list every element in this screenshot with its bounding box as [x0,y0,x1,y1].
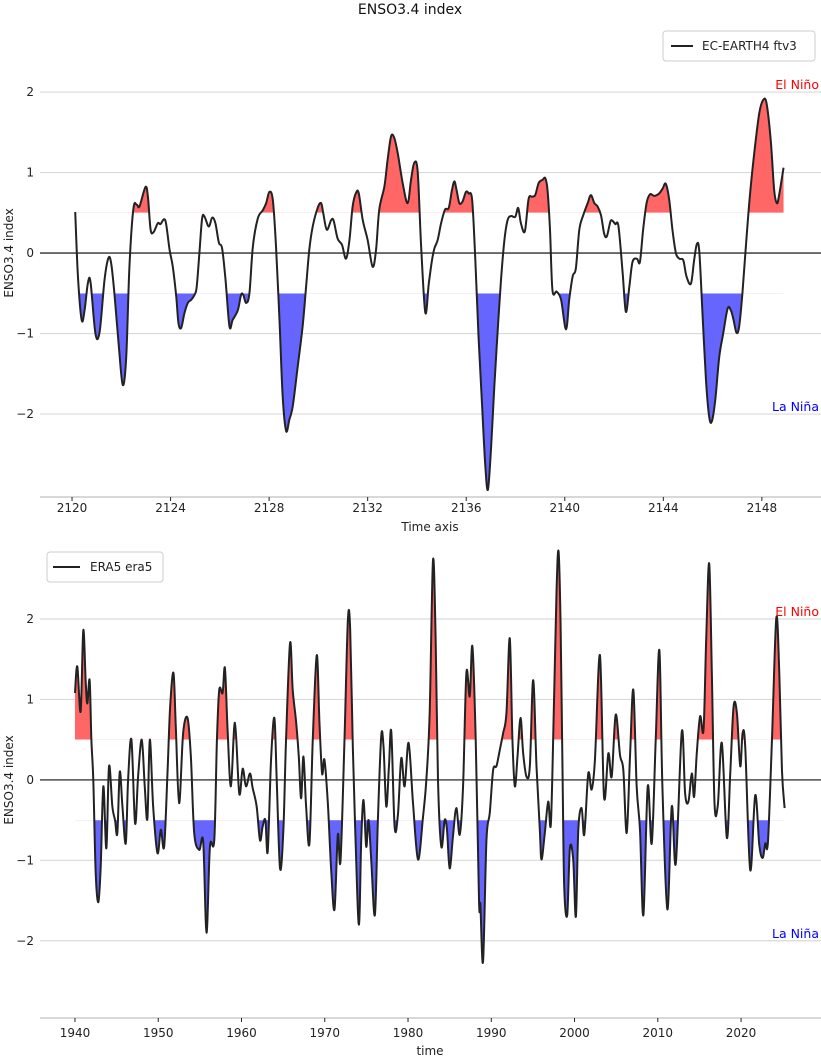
la-nina-label: La Niña [772,926,819,941]
plot-background [40,22,821,497]
plot-background [40,545,821,1018]
x-tick-label: 2000 [559,1026,590,1040]
legend-box [662,30,816,62]
series-line [73,549,786,964]
x-tick-label: 2148 [747,501,778,515]
x-tick-label: 1990 [476,1026,507,1040]
y-axis-label: ENSO3.4 index [2,208,16,297]
y-tick-label: −1 [16,853,34,867]
y-tick-label: 0 [26,773,34,787]
y-tick-label: −2 [16,407,34,421]
x-tick-label: 2144 [648,501,679,515]
legend-label: ERA5 era5 [90,560,152,574]
x-tick-label: 2120 [57,501,88,515]
x-tick-label: 1970 [309,1026,340,1040]
x-axis-label: time [416,1044,443,1058]
x-tick-label: 2020 [726,1026,757,1040]
el-nino-label: El Niño [775,604,819,619]
x-tick-label: 2128 [254,501,285,515]
legend-box [46,551,164,583]
x-tick-label: 2132 [352,501,383,515]
legend-label: EC-EARTH4 ftv3 [702,39,797,53]
y-tick-label: −2 [16,934,34,948]
legend: EC-EARTH4 ftv3 [662,30,816,62]
x-tick-label: 2136 [451,501,482,515]
plot-area: −2 −1 0 1 2 1940 1950 1960 1970 1980 1990 2000 2010 2… [16,545,821,1040]
y-tick-label: 1 [26,692,34,706]
legend: ERA5 era5 [46,551,164,583]
y-tick-label: 2 [26,85,34,99]
plot-area: −2 −1 0 1 2 2120 2124 2128 2132 2136 2140 2144 2148 [16,22,821,515]
x-tick-label: 1960 [226,1026,257,1040]
x-tick-label: 1940 [60,1026,91,1040]
x-tick-label: 2140 [549,501,580,515]
x-tick-label: 1950 [143,1026,174,1040]
figure-title: ENSO3.4 index [358,2,462,18]
y-tick-label: 2 [26,612,34,626]
el-nino-label: El Niño [775,77,819,92]
x-axis-label: Time axis [400,520,458,534]
x-tick-label: 2010 [643,1026,674,1040]
y-tick-label: −1 [16,327,34,341]
y-axis-label: ENSO3.4 index [2,735,16,824]
chart-era5: −2 −1 0 1 2 1940 1950 1960 1970 1980 1990 2000 2010 2… [2,545,821,1058]
la-nina-label: La Niña [772,399,819,414]
la-nina-fill [75,293,784,491]
y-tick-label: 1 [26,166,34,180]
series-line [74,97,785,492]
x-tick-label: 1980 [393,1026,424,1040]
y-tick-label: 0 [26,246,34,260]
el-nino-fill [75,98,784,213]
x-tick-label: 2124 [155,501,186,515]
